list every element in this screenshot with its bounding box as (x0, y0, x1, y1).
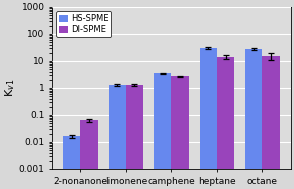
Bar (171, 76, 189, 189)
Bar (80, 120, 98, 189)
Bar (245, 49, 263, 189)
Bar (217, 57, 234, 189)
Y-axis label: K$_{v1}$: K$_{v1}$ (4, 79, 17, 97)
Bar (63, 136, 80, 189)
Legend: HS-SPME, DI-SPME: HS-SPME, DI-SPME (56, 11, 111, 37)
Bar (263, 56, 280, 189)
Bar (126, 85, 143, 189)
Bar (108, 85, 126, 189)
Bar (200, 48, 217, 189)
Bar (154, 73, 171, 189)
